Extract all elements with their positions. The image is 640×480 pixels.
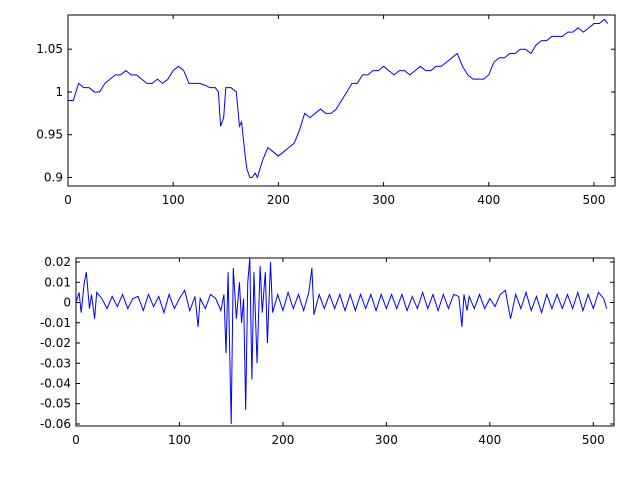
top-chart: 0 100 200 300 400 500 0.9 0.95 1 1.05 [36,14,616,207]
top-xtick-label: 300 [372,193,395,207]
top-xtick-label: 0 [64,193,72,207]
bottom-ytick-label: -0.01 [40,316,71,330]
top-series-line [68,18,609,179]
bottom-xtick-label: 0 [72,433,80,447]
top-xtick-label: 500 [583,193,606,207]
bottom-ytick-label: 0.02 [44,255,71,269]
bottom-ytick-label: -0.02 [40,336,71,350]
bottom-ytick-label: -0.04 [40,376,71,390]
top-ytick-label: 0.9 [44,170,63,184]
bottom-xtick-label: 200 [271,433,294,447]
top-xtick-label: 200 [267,193,290,207]
top-ytick-label: 1 [55,85,63,99]
bottom-xtick-label: 100 [168,433,191,447]
top-xtick-label: 400 [477,193,500,207]
bottom-xtick-label: 500 [582,433,605,447]
bottom-ytick-label: -0.03 [40,356,71,370]
bottom-axes-frame [75,257,615,427]
bottom-ytick-label: -0.05 [40,397,71,411]
bottom-xtick-label: 300 [375,433,398,447]
top-ytick-label: 0.95 [36,128,63,142]
bottom-ytick-label: 0.01 [44,275,71,289]
bottom-xtick-label: 400 [478,433,501,447]
bottom-ytick-label: 0 [63,296,71,310]
top-ytick-label: 1.05 [36,42,63,56]
bottom-ytick-label: -0.06 [40,417,71,431]
bottom-chart: 0 100 200 300 400 500 0.02 0.01 0 -0.01 -0.02 -0.03… [40,255,615,447]
bottom-series-line [76,258,608,424]
top-xtick-label: 100 [162,193,185,207]
